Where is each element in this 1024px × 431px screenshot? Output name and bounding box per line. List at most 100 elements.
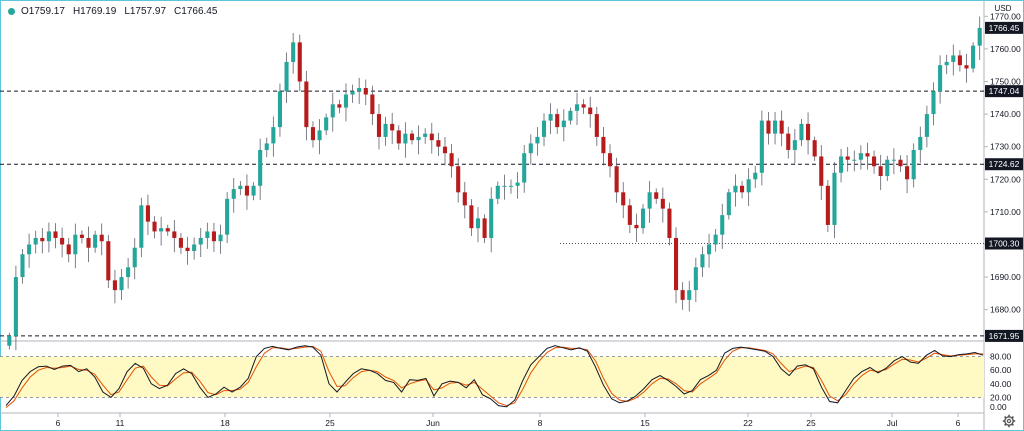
x-tick-label: 25 [806, 418, 816, 428]
candle-up [832, 172, 837, 225]
y-tick-label: 1720.00 [990, 174, 1021, 184]
y-tick-label: 1690.00 [990, 272, 1021, 282]
x-tick-label: 11 [116, 418, 125, 428]
y-tick-label: 1740.00 [990, 109, 1021, 119]
x-tick-label: 25 [325, 418, 335, 428]
candle-up [7, 335, 12, 346]
level-tag [985, 237, 1023, 250]
candle-down [673, 237, 679, 291]
candle-down [106, 241, 111, 281]
level-tag [985, 329, 1023, 342]
candle-up [403, 133, 408, 144]
last-price-label: 1766.45 [989, 23, 1020, 33]
candle-down [581, 104, 586, 108]
candle-down [469, 205, 474, 229]
currency-label: USD [995, 4, 1012, 13]
candle-down [53, 231, 58, 238]
candle-down [812, 140, 817, 157]
candle-down [442, 146, 448, 154]
candle-down [680, 290, 685, 300]
candle-up [231, 189, 236, 199]
candle-down [660, 198, 665, 209]
candle-up [971, 45, 976, 69]
candle-down [819, 156, 824, 186]
candle-up [416, 136, 421, 141]
x-tick-label: 8 [538, 418, 543, 428]
candle-up [475, 218, 481, 229]
candle-down [304, 81, 309, 128]
candle-down [607, 153, 613, 167]
candle-up [792, 140, 797, 150]
candle-down [601, 136, 606, 154]
candle-down [555, 114, 560, 128]
gear-icon[interactable] [1002, 414, 1016, 428]
candle-up [46, 231, 51, 242]
candle-up [700, 254, 705, 268]
x-tick-label: Jun [426, 418, 440, 428]
candle-up [951, 55, 956, 62]
candle-up [13, 277, 18, 336]
candle-up [73, 234, 78, 255]
candle-up [561, 120, 566, 128]
candle-up [225, 198, 230, 235]
candle-down [740, 185, 745, 193]
candle-up [423, 133, 428, 137]
candle-up [726, 192, 731, 216]
candle-up [528, 143, 533, 154]
candle-up [258, 149, 263, 186]
candle-up [277, 91, 283, 128]
candle-up [924, 114, 929, 137]
candle-up [759, 120, 764, 173]
candle-up [931, 91, 936, 115]
candle-up [548, 114, 553, 121]
candle-down [614, 166, 619, 193]
candle-up [640, 208, 646, 229]
candle-down [957, 55, 962, 66]
level-tag-label: 1671.95 [989, 331, 1020, 341]
candle-up [541, 120, 547, 137]
live-dot-icon [8, 8, 15, 15]
candle-up [891, 159, 896, 161]
candle-up [977, 27, 982, 46]
candle-up [495, 185, 500, 199]
candle-down [99, 234, 104, 242]
candle-down [40, 237, 45, 242]
x-tick-label: Jul [887, 418, 898, 428]
candle-down [178, 237, 183, 248]
candle-up [324, 117, 329, 131]
x-tick-label: 6 [56, 418, 61, 428]
candle-down [621, 192, 626, 206]
candle-down [185, 247, 190, 251]
candle-down [806, 123, 811, 141]
candle-up [251, 185, 256, 196]
candle-up [271, 127, 276, 144]
candle-up [343, 94, 349, 108]
y-tick-label: 1730.00 [990, 142, 1021, 152]
candle-up [647, 192, 652, 209]
level-tag-label: 1724.62 [989, 159, 1020, 169]
candle-up [522, 153, 527, 183]
oscillator-d-line [5, 345, 983, 408]
candle-down [779, 120, 784, 134]
candle-up [574, 104, 580, 111]
oscillator-tick-label: 40.00 [990, 379, 1012, 389]
candle-up [383, 123, 388, 137]
oscillator-tick-label: 0.00 [990, 402, 1007, 412]
level-tag-label: 1700.30 [989, 238, 1020, 248]
candle-up [502, 185, 507, 187]
low-value: L1757.97 [124, 6, 167, 17]
candle-up [535, 136, 540, 144]
candle-down [112, 280, 117, 291]
candle-down [60, 237, 65, 245]
candle-up [93, 234, 98, 248]
oscillator-tick-label: 80.00 [990, 352, 1012, 362]
candle-down [449, 153, 454, 167]
candle-up [119, 277, 124, 291]
level-tag [985, 85, 1023, 98]
candle-up [687, 290, 692, 300]
candle-up [568, 110, 573, 121]
candle-up [944, 61, 949, 66]
candle-down [244, 185, 249, 196]
candle-down [845, 156, 850, 160]
